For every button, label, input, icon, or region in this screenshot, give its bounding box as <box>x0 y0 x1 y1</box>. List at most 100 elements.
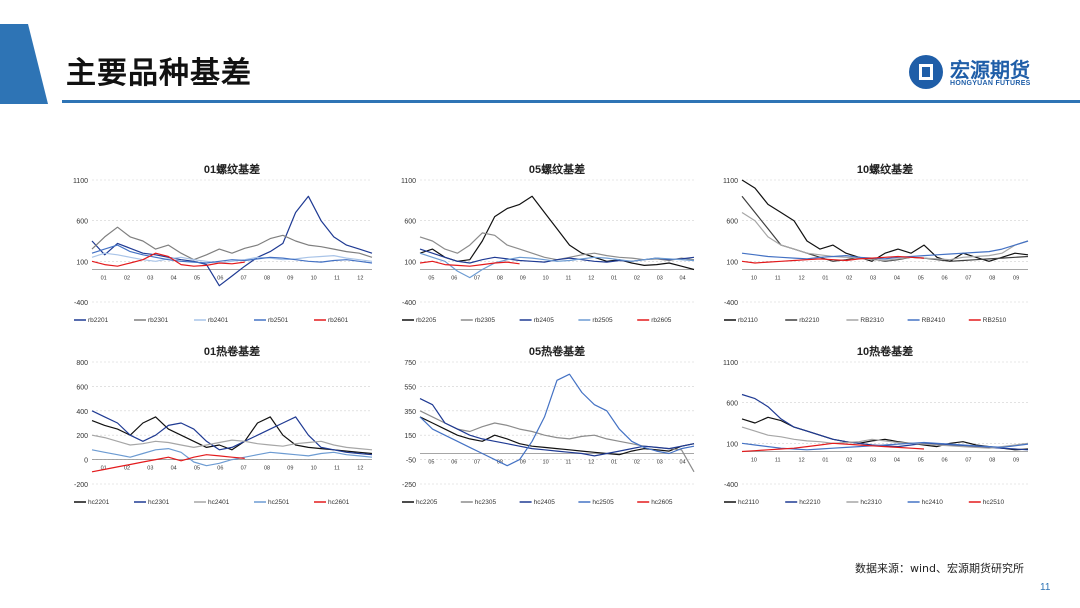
x-tick-label: 10 <box>311 466 317 472</box>
y-tick-label: -200 <box>74 482 88 489</box>
x-tick-label: 12 <box>799 275 805 281</box>
page-number: 11 <box>1040 582 1051 593</box>
x-tick-label: 10 <box>543 460 549 466</box>
x-tick-label: 11 <box>566 460 572 466</box>
x-tick-label: 04 <box>171 275 177 281</box>
x-tick-label: 06 <box>451 460 457 466</box>
series-line-rb2505 <box>419 252 695 279</box>
x-tick-label: 04 <box>171 466 177 472</box>
x-tick-label: 08 <box>989 275 995 281</box>
series-line-hc2401 <box>91 434 373 451</box>
series-line-rb2201 <box>91 195 373 287</box>
legend-label: rb2201 <box>88 317 109 324</box>
y-tick-label: 0 <box>84 458 88 465</box>
series-line-hc2510 <box>741 442 925 453</box>
x-tick-label: 09 <box>1013 457 1019 463</box>
y-tick-label: -400 <box>724 482 738 489</box>
x-tick-label: 10 <box>543 275 549 281</box>
y-tick-label: 100 <box>726 441 738 448</box>
x-tick-label: 05 <box>194 275 200 281</box>
legend-label: rb2305 <box>475 317 496 324</box>
x-tick-label: 12 <box>588 275 594 281</box>
chart-hc01-basis: 01热卷基差 800 600 400 200 0 -200 01 02 03 04 05 06 07 08 0… <box>74 344 373 506</box>
x-tick-label: 05 <box>428 460 434 466</box>
chart-title: 10螺纹基差 <box>857 162 913 176</box>
legend-label: hc2501 <box>268 499 290 506</box>
x-tick-label: 05 <box>194 466 200 472</box>
x-tick-label: 01 <box>101 275 107 281</box>
legend-label: RB2310 <box>860 317 884 324</box>
x-tick-label: 09 <box>287 275 293 281</box>
series-line-rb2110 <box>741 179 1029 262</box>
title-divider <box>62 100 1080 103</box>
x-tick-label: 12 <box>357 275 363 281</box>
legend-label: rb2110 <box>738 317 758 324</box>
x-tick-label: 04 <box>680 460 686 466</box>
x-tick-label: 08 <box>497 275 503 281</box>
legend-label: hc2201 <box>88 499 110 506</box>
x-tick-label: 07 <box>965 275 971 281</box>
x-tick-label: 10 <box>751 275 757 281</box>
x-tick-label: 03 <box>147 275 153 281</box>
legend-label: hc2505 <box>592 499 614 506</box>
series-line-RB2310 <box>741 211 1029 262</box>
x-tick-label: 07 <box>474 460 480 466</box>
legend-label: hc2405 <box>534 499 556 506</box>
legend-label: hc2601 <box>328 499 350 506</box>
legend-label: hc2605 <box>651 499 673 506</box>
legend-label: rb2210 <box>799 317 820 324</box>
x-tick-label: 03 <box>147 466 153 472</box>
y-tick-label: 1100 <box>723 360 738 367</box>
header-accent-svg <box>0 24 48 104</box>
x-tick-label: 04 <box>680 275 686 281</box>
y-tick-label: 350 <box>404 409 416 416</box>
legend-label: hc2205 <box>416 499 438 506</box>
series-line-rb2301 <box>91 226 373 261</box>
y-tick-label: 600 <box>76 384 88 391</box>
series-line-rb2205 <box>419 195 695 271</box>
x-tick-label: 04 <box>894 275 900 281</box>
legend-label: rb2505 <box>592 317 613 324</box>
series-line-hc2601 <box>91 454 245 473</box>
series-line-rb2401 <box>91 252 373 264</box>
series-line-rb2605 <box>419 260 520 267</box>
legend-label: hc2110 <box>738 499 759 506</box>
y-tick-label: 800 <box>76 360 88 367</box>
x-tick-label: 11 <box>775 275 781 281</box>
x-tick-label: 11 <box>334 466 340 472</box>
x-tick-label: 08 <box>989 457 995 463</box>
x-tick-label: 06 <box>217 275 223 281</box>
x-tick-label: 01 <box>101 466 107 472</box>
y-tick-label: 1100 <box>401 178 416 185</box>
x-tick-label: 07 <box>241 275 247 281</box>
series-line-hc2505 <box>419 373 695 467</box>
y-tick-label: -250 <box>402 482 416 489</box>
series-line-rb2305 <box>419 232 695 262</box>
x-tick-label: 07 <box>474 275 480 281</box>
chart-rb01-basis: 01螺纹基差 1100 600 100 -400 01 02 03 04 05 06 07 08 09 10… <box>73 162 373 324</box>
series-line-RB2410 <box>741 240 1029 260</box>
x-tick-label: 12 <box>357 466 363 472</box>
x-tick-label: 03 <box>657 275 663 281</box>
y-tick-label: 1100 <box>73 178 88 185</box>
chart-title: 05热卷基差 <box>529 344 585 358</box>
series-line-hc2501 <box>91 447 373 467</box>
legend-label: rb2301 <box>148 317 169 324</box>
series-line-hc2310 <box>741 426 1029 449</box>
chart-rb10-basis: 10螺纹基差 1100 600 100 -400 10 11 12 01 02 03 04 05 06 07… <box>723 162 1029 324</box>
x-tick-label: 02 <box>124 275 130 281</box>
y-tick-label: -400 <box>724 300 738 307</box>
x-tick-label: 11 <box>775 457 781 463</box>
x-tick-label: 02 <box>634 460 640 466</box>
x-tick-label: 05 <box>918 275 924 281</box>
x-tick-label: 06 <box>942 275 948 281</box>
chart-title: 01螺纹基差 <box>204 162 260 176</box>
y-tick-label: 600 <box>404 219 416 226</box>
y-tick-label: -400 <box>74 300 88 307</box>
x-tick-label: 10 <box>751 457 757 463</box>
legend-label: rb2501 <box>268 317 289 324</box>
x-tick-label: 07 <box>965 457 971 463</box>
legend-label: hc2510 <box>983 499 1005 506</box>
chart-rb05-basis: 05螺纹基差 1100 600 100 -400 05 06 07 08 09 10 11 12 01 02… <box>401 162 695 324</box>
